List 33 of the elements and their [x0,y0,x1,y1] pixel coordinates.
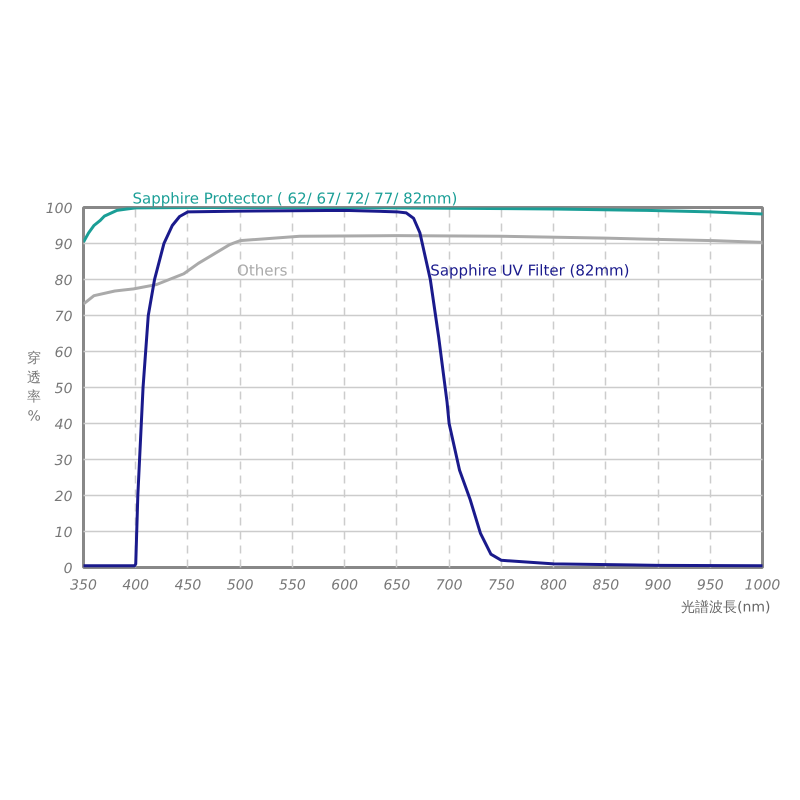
y-tick-label: 50 [54,381,73,397]
x-tick-label: 450 [174,578,202,594]
y-tick-label: 40 [54,417,73,433]
x-tick-label: 900 [644,578,672,594]
y-tick-label: 80 [54,273,73,289]
x-tick-label: 700 [436,578,463,594]
line-series [84,234,762,306]
x-tick-label: 500 [226,578,254,594]
x-tick-label: 750 [488,578,515,594]
series-label: Sapphire UV Filter (82mm) [430,262,630,280]
x-tick-label: 800 [540,578,568,594]
x-tick-label: 400 [122,578,150,594]
y-tick-label: 0 [64,561,73,577]
y-tick-label: 90 [54,237,73,253]
y-tick-label: 70 [54,309,73,325]
series-label: Sapphire Protector ( 62/ 67/ 72/ 77/ 82mm) [132,190,458,208]
x-tick-label: 600 [331,578,358,594]
line-series [84,208,762,568]
x-tick-label: 650 [384,578,410,594]
x-axis-title: 光譜波長(nm) [681,600,771,616]
x-tick-label: 950 [696,578,724,594]
series-label: Others [237,262,288,280]
x-tick-label: 850 [592,578,620,594]
y-tick-label: 10 [54,525,73,541]
y-tick-label: 100 [46,201,73,217]
x-tick-label: 550 [279,578,306,594]
y-tick-label: 20 [54,489,73,505]
x-tick-label: 350 [70,578,97,594]
x-tick-label: 1000 [744,578,780,594]
y-tick-label: 30 [54,453,73,469]
line-series [84,208,762,244]
y-tick-label: 60 [54,345,73,361]
y-axis-title: 穿透率% [26,350,41,424]
